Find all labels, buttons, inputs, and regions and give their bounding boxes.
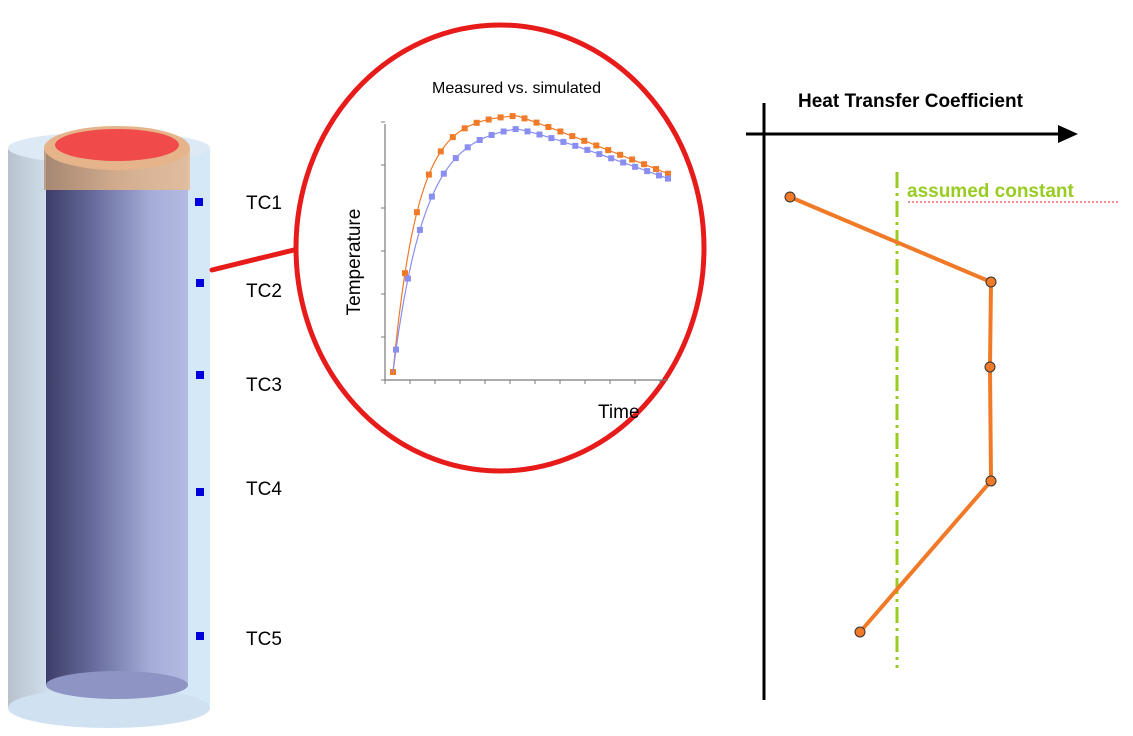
inset-y-axis-label: Temperature [344,209,365,316]
inner-casting [46,150,188,685]
inset-series-marker [425,171,432,178]
thermocouple-label: TC1 [246,193,282,214]
sensor-marker [196,632,204,640]
inset-series-measured [390,113,671,375]
sensor-marker [196,488,204,496]
inset-x-axis-label: Time [598,402,640,423]
inset-series-marker [533,119,540,126]
outer-mold-bottom [8,688,210,728]
inset-series-marker [500,128,507,135]
inset-series-marker [512,126,519,133]
inset-series-marker [476,137,483,143]
thermocouple-label: TC3 [246,375,282,396]
inset-ticks [381,121,661,384]
casting-cylinder [8,126,210,728]
inset-series-marker [413,209,420,216]
htc-point [784,191,796,203]
inner-casting-bottom [46,671,188,699]
inset-series-marker [596,151,603,158]
inset-series-marker [524,128,531,135]
htc-point [985,276,997,288]
inset-series-marker [593,142,600,149]
thermocouple-label: TC4 [246,479,282,500]
sensor-marker [195,198,203,206]
inset-series-marker [557,128,564,135]
inset-series-marker [509,113,516,120]
inset-series-marker [605,147,612,154]
inset-series-marker [428,193,435,200]
inset-series-marker [404,275,411,282]
highlight-ring [293,22,707,474]
inset-series-marker [572,142,579,149]
inset-series-marker [608,155,615,162]
inset-series-marker [464,144,471,151]
inset-series-marker [584,146,591,153]
inset-series-marker [620,159,627,166]
inset-series-marker [641,161,648,168]
htc-profile-line [789,195,993,634]
inset-series-marker [581,137,588,144]
inset-series-marker [485,116,492,123]
inset-series-marker [437,148,444,155]
inset-series-marker [536,131,543,138]
casting-top-face [55,129,179,161]
inset-series-marker [644,168,651,175]
inset-title: Measured vs. simulated [432,80,601,97]
inset-chart: Measured vs. simulated Temperature Time [293,22,707,474]
thermocouple-label: TC5 [246,629,282,650]
htc-point [854,626,866,638]
htc-x-axis-arrowhead [1058,125,1078,143]
inset-series-marker [617,151,624,158]
htc-title: Heat Transfer Coefficient [798,91,1024,112]
inset-series-marker [629,156,636,163]
callout-connector [209,245,305,273]
inset-series-marker [569,133,576,140]
inset-series-marker [521,115,528,122]
sensor-marker [196,279,204,287]
inset-series-marker [402,270,408,277]
inset-series-marker [497,114,504,121]
htc-point [985,475,997,487]
inset-series-marker [488,132,495,138]
thermocouples: TC1 TC2 TC3 TC4 TC5 [195,193,282,650]
inset-series-marker [473,119,480,126]
inset-series-marker [665,175,671,182]
inset-series-simulated [392,126,671,373]
inset-series-marker [461,125,468,132]
inset-series-marker [656,172,662,179]
inset-series-marker [560,138,567,145]
inset-series-marker [416,226,423,233]
inset-series-marker [440,170,447,177]
inset-series-marker [653,166,659,172]
inset-series-marker [393,346,399,353]
thermocouple-label: TC2 [246,281,282,302]
inset-series-marker [452,155,459,162]
htc-point [984,361,996,373]
htc-chart: Heat Transfer Coefficient assumed consta… [746,91,1118,700]
inset-series-marker [545,124,552,130]
inset-series-marker [665,170,671,177]
constant-label: assumed constant [907,181,1074,202]
inset-series-marker [449,134,456,141]
inset-axes [381,121,668,384]
sensor-marker [196,371,204,379]
inset-series-marker [632,163,639,170]
inset-series-marker [548,135,555,142]
